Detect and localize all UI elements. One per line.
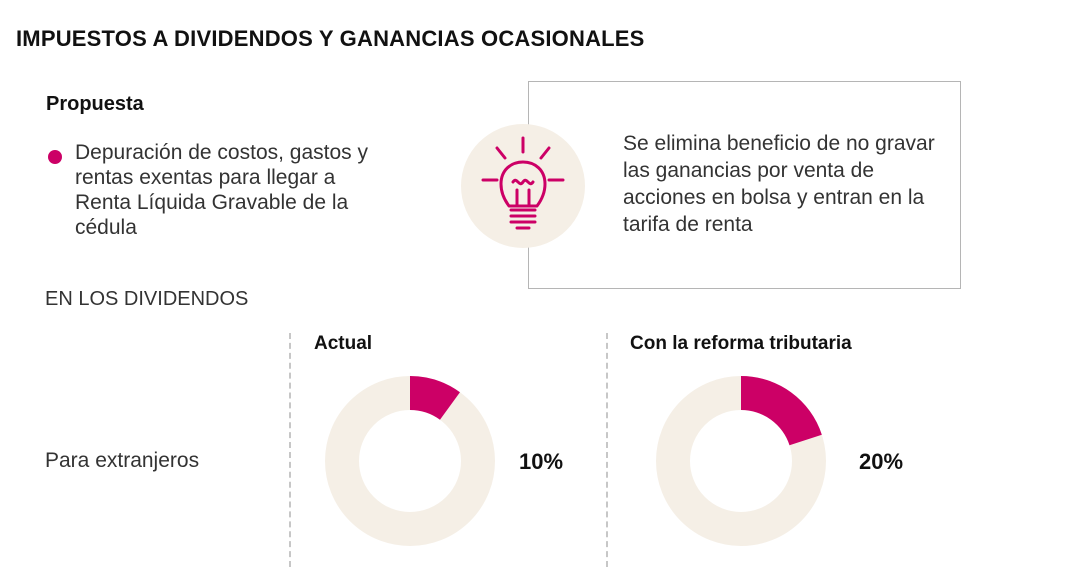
donut-reforma: [656, 376, 826, 546]
lightbulb-badge: [461, 124, 585, 248]
page-title: IMPUESTOS A DIVIDENDOS Y GANANCIAS OCASI…: [16, 26, 645, 51]
section-label: EN LOS DIVIDENDOS: [45, 288, 249, 310]
divider-reforma: [606, 333, 608, 567]
value-label-reforma: 20%: [859, 449, 904, 474]
donut-track-actual: [325, 376, 495, 546]
row-label: Para extranjeros: [45, 449, 200, 472]
info-text: Se elimina beneficio de no gravar las ga…: [623, 132, 935, 236]
lightbulb-icon: [481, 136, 565, 230]
donut-actual: [325, 376, 495, 546]
bullet-text: Depuración de costos, gastos y rentas ex…: [75, 141, 368, 239]
donut-slice-reforma: [741, 376, 822, 446]
column-header-reforma: Con la reforma tributaria: [630, 333, 852, 354]
section-subtitle: Propuesta: [46, 93, 144, 115]
bullet-dot: [48, 150, 62, 164]
divider-actual: [289, 333, 291, 567]
donut-slice-actual: [410, 376, 460, 420]
value-label-actual: 10%: [519, 449, 564, 474]
column-header-actual: Actual: [314, 333, 373, 354]
info-box: [528, 81, 961, 289]
